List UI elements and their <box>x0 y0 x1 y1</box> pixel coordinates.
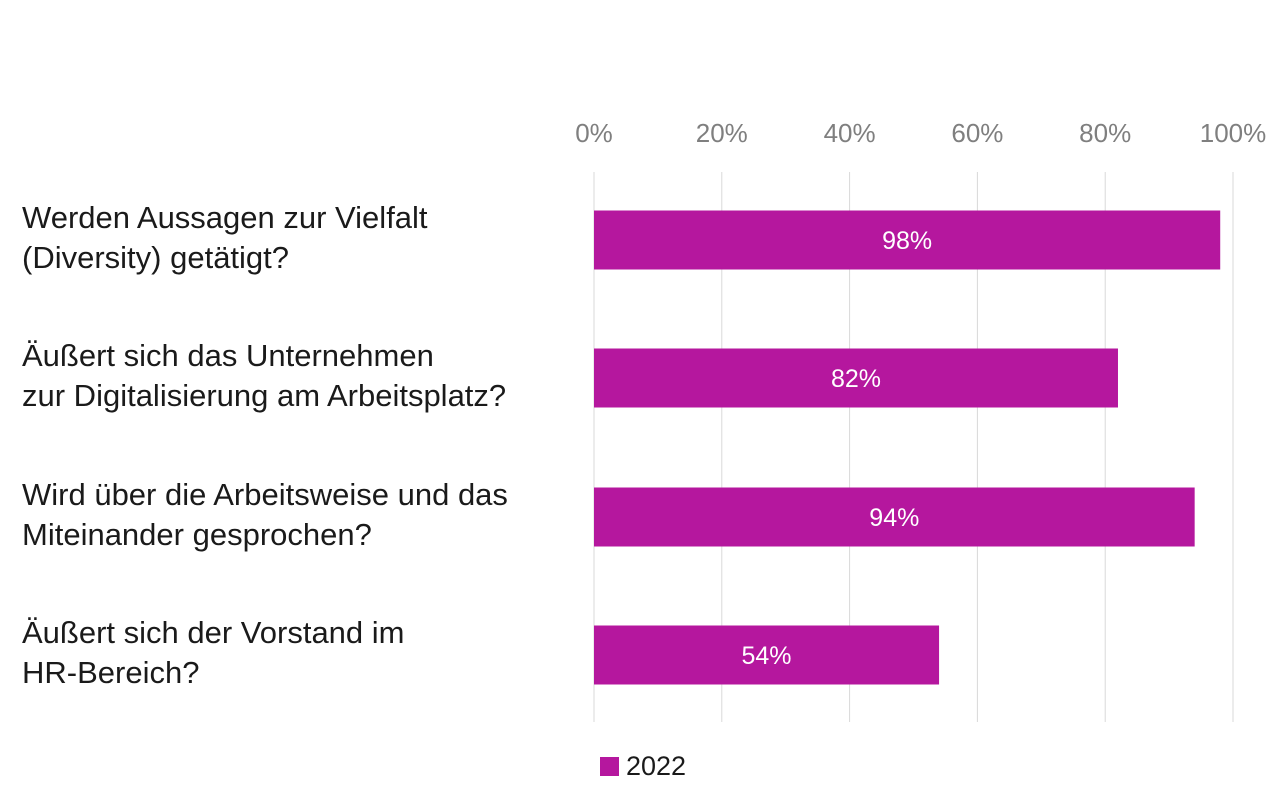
bar-value-label: 94% <box>869 504 919 532</box>
bars <box>594 210 1221 685</box>
bar <box>594 625 940 685</box>
x-tick-label: 60% <box>951 118 1003 148</box>
x-tick-label: 100% <box>1200 118 1267 148</box>
data-labels: 98% 82% 94% 54% <box>742 227 933 670</box>
category-label: Wird über die Arbeitsweise und das Mitei… <box>22 477 508 552</box>
bar-value-label: 98% <box>882 227 932 255</box>
x-tick-label: 40% <box>824 118 876 148</box>
category-label: Äußert sich das Unternehmen zur Digitali… <box>22 338 507 413</box>
bar-value-label: 54% <box>742 642 792 670</box>
x-tick-label: 80% <box>1079 118 1131 148</box>
x-tick-label: 20% <box>696 118 748 148</box>
bar-value-label: 82% <box>831 365 881 393</box>
legend-label: 2022 <box>626 750 687 781</box>
x-tick-label: 0% <box>575 118 613 148</box>
legend-swatch <box>600 756 619 776</box>
category-label: Werden Aussagen zur Vielfalt (Diversity)… <box>22 200 428 275</box>
bar <box>594 348 1118 408</box>
x-axis-ticks: 0% 20% 40% 60% 80% 100% <box>575 118 1266 148</box>
bar <box>594 210 1221 270</box>
bar <box>594 487 1195 547</box>
legend: 2022 <box>600 748 686 784</box>
category-label: Äußert sich der Vorstand im HR-Bereich? <box>22 615 405 690</box>
